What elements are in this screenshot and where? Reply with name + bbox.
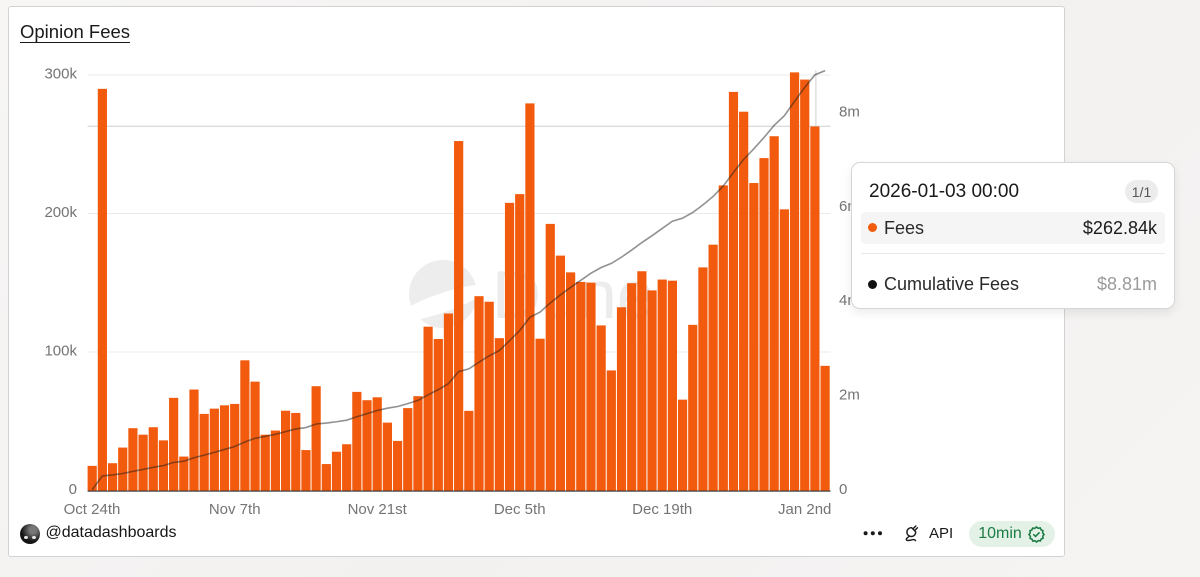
svg-text:Nov 7th: Nov 7th (209, 501, 261, 518)
svg-text:0: 0 (839, 481, 847, 498)
svg-text:Jan 2nd: Jan 2nd (778, 501, 831, 518)
svg-text:Oct 24th: Oct 24th (64, 501, 121, 518)
svg-text:2m: 2m (839, 387, 860, 404)
svg-text:Dec 5th: Dec 5th (494, 501, 546, 518)
svg-text:Nov 21st: Nov 21st (348, 501, 408, 518)
svg-text:100k: 100k (44, 343, 77, 360)
svg-text:300k: 300k (44, 66, 77, 83)
svg-text:8m: 8m (839, 104, 860, 121)
svg-text:200k: 200k (44, 204, 77, 221)
svg-text:0: 0 (69, 481, 77, 498)
svg-text:Dec 19th: Dec 19th (632, 501, 692, 518)
